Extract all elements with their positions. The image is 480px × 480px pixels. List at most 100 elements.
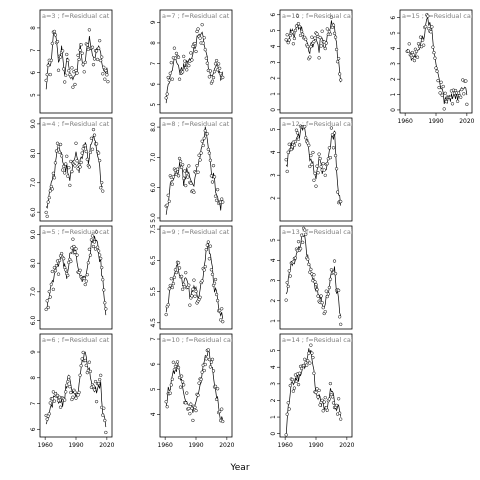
data-point — [89, 136, 94, 140]
data-point — [48, 401, 52, 405]
data-point — [207, 257, 212, 261]
data-point — [296, 137, 301, 141]
y-tick-label: 3 — [270, 278, 277, 282]
data-point — [295, 131, 300, 135]
data-point — [91, 127, 96, 132]
data-point — [172, 46, 177, 50]
data-point — [166, 303, 170, 307]
data-point — [165, 405, 169, 409]
data-point — [78, 268, 82, 272]
y-tick-label: 3 — [390, 62, 397, 66]
data-point — [95, 245, 100, 249]
data-point — [75, 159, 79, 163]
data-point — [165, 92, 169, 96]
y-tick-label: 9.0 — [30, 230, 37, 240]
series-line — [406, 17, 468, 105]
data-point — [211, 163, 216, 168]
data-point — [424, 25, 428, 29]
y-tick-label: 1 — [390, 92, 397, 96]
data-point — [72, 244, 76, 249]
data-point — [180, 163, 185, 167]
data-point — [335, 60, 340, 64]
data-point — [86, 261, 90, 265]
data-point — [339, 322, 343, 326]
data-point — [333, 153, 338, 158]
y-tick-label: 5 — [150, 387, 157, 391]
x-tick-label: 1960 — [158, 442, 173, 449]
data-point — [184, 401, 188, 405]
data-point — [104, 307, 108, 311]
data-point — [171, 282, 176, 286]
data-point — [167, 78, 171, 82]
y-tick-label: 2 — [270, 196, 277, 200]
data-point — [322, 168, 326, 172]
data-point — [171, 360, 176, 364]
data-point — [332, 31, 337, 36]
data-point — [432, 50, 436, 55]
data-point — [333, 272, 338, 276]
y-tick-label: 6.0 — [30, 207, 37, 217]
data-point — [330, 133, 335, 137]
data-point — [215, 187, 220, 192]
data-point — [218, 409, 222, 414]
panel-frame — [159, 117, 233, 222]
data-point — [311, 355, 315, 360]
data-point — [286, 150, 290, 154]
data-point — [292, 386, 297, 390]
data-point — [218, 308, 222, 313]
panel-frame — [279, 117, 353, 222]
x-tick-label: 2020 — [339, 442, 354, 449]
data-point — [95, 57, 100, 62]
data-point — [191, 287, 195, 291]
data-point — [462, 92, 466, 96]
data-point — [45, 214, 49, 219]
data-point — [79, 364, 83, 368]
data-point — [99, 373, 103, 378]
data-point — [76, 167, 80, 171]
data-point — [50, 41, 54, 46]
data-point — [186, 175, 190, 179]
data-point — [44, 78, 48, 83]
data-point — [205, 132, 209, 136]
data-point — [179, 374, 184, 378]
data-point — [438, 91, 442, 95]
data-point — [67, 69, 71, 73]
data-point — [182, 176, 186, 180]
data-point — [87, 165, 92, 169]
data-point — [83, 282, 87, 287]
data-point — [434, 66, 438, 70]
data-point — [331, 401, 336, 405]
y-tick-label: 6.0 — [150, 183, 157, 193]
y-tick-label: 6 — [270, 13, 277, 17]
data-point — [104, 68, 108, 73]
data-point — [323, 173, 327, 177]
data-point — [338, 411, 342, 415]
y-tick-label: 7 — [30, 48, 37, 52]
data-point — [178, 385, 183, 389]
data-point — [325, 408, 329, 412]
data-point — [202, 136, 206, 140]
data-point — [169, 277, 173, 281]
data-point — [285, 412, 289, 416]
data-point — [414, 49, 419, 53]
data-point — [297, 24, 302, 29]
strip-label: a=10 ; f=Residual cat — [162, 336, 234, 344]
data-point — [183, 169, 187, 173]
data-point — [336, 56, 341, 61]
data-point — [58, 55, 63, 59]
data-point — [174, 51, 179, 56]
data-point — [100, 265, 104, 270]
data-point — [317, 388, 321, 393]
data-point — [284, 38, 288, 42]
panel-a4: a=4 ; f=Residual cat 6.0 7.0 8.0 9.0 — [30, 117, 113, 222]
data-point — [292, 143, 297, 147]
panel-a3: a=3 ; f=Residual cat 5 6 7 8 — [30, 9, 113, 114]
data-point — [429, 30, 433, 34]
data-point — [430, 25, 434, 29]
data-point — [422, 43, 426, 47]
data-point — [65, 383, 69, 387]
data-point — [320, 398, 324, 402]
data-point — [303, 228, 307, 232]
x-tick-label: 1990 — [188, 442, 203, 449]
data-point — [221, 419, 225, 424]
